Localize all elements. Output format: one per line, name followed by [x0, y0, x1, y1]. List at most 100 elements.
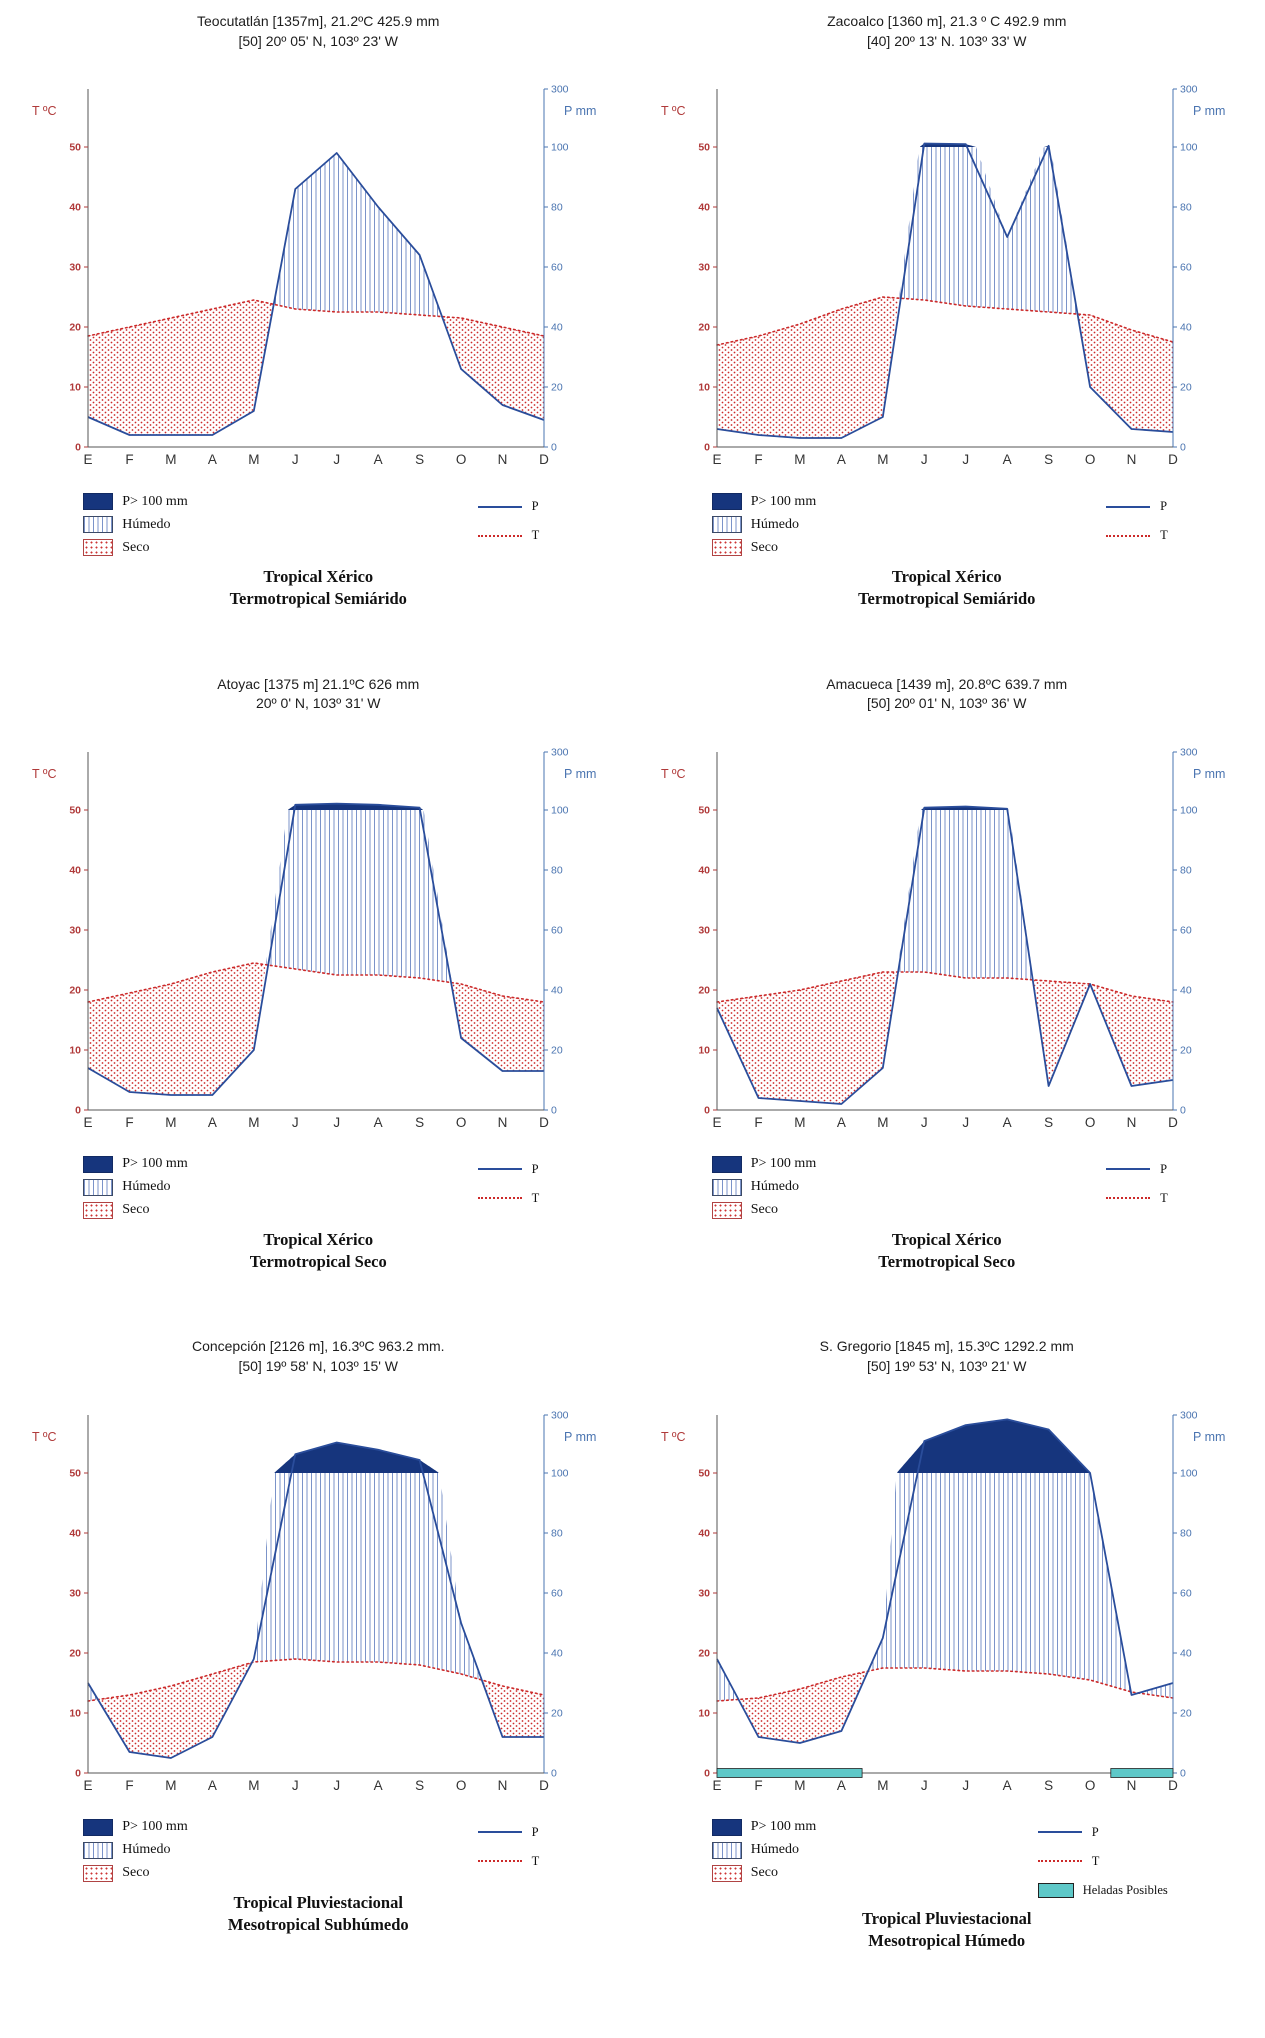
p100-swatch — [711, 493, 742, 511]
svg-text:100: 100 — [1180, 804, 1198, 816]
chart-legend: P> 100 mm Húmedo Seco P T — [83, 1818, 553, 1882]
svg-text:40: 40 — [551, 1647, 563, 1659]
svg-text:D: D — [1168, 452, 1178, 467]
svg-text:60: 60 — [1180, 924, 1192, 936]
title-line1: Teocutatlán [1357m], 21.2ºC 425.9 mm — [197, 13, 440, 29]
seco-swatch — [83, 1201, 114, 1219]
climograph-svg: 0 10 20 30 40 50 0 20 40 60 80 100 300 E F M A M J J A S O N D T … — [32, 84, 596, 468]
humedo-swatch — [83, 1841, 114, 1859]
svg-text:80: 80 — [1180, 864, 1192, 876]
svg-text:A: A — [208, 1778, 217, 1793]
svg-text:T ºC: T ºC — [661, 104, 685, 118]
svg-text:N: N — [1126, 1778, 1136, 1793]
svg-text:F: F — [126, 1778, 134, 1793]
p100-swatch — [711, 1155, 742, 1173]
svg-text:20: 20 — [1180, 1707, 1192, 1719]
chart-legend: P> 100 mm Húmedo Seco P T Heladas Posibl… — [711, 1818, 1182, 1898]
title-line2: [50] 20º 05' N, 103º 23' W — [238, 32, 399, 49]
classification-line1: Tropical Xérico — [891, 1229, 1002, 1249]
svg-text:J: J — [292, 452, 299, 467]
legend-item-t: T — [1106, 528, 1168, 543]
svg-text:A: A — [1002, 1778, 1011, 1793]
legend-item-humedo: Húmedo — [711, 1841, 816, 1859]
svg-text:O: O — [1085, 1778, 1096, 1793]
svg-text:0: 0 — [704, 442, 710, 454]
legend-item-t: T — [477, 1853, 540, 1869]
legend-lines: P T — [477, 1162, 554, 1219]
svg-text:F: F — [126, 452, 134, 467]
svg-text:F: F — [754, 452, 762, 467]
chart-title: Atoyac [1375 m] 21.1ºC 626 mm 20º 0' N, … — [217, 675, 419, 714]
legend-item-seco: Seco — [711, 1201, 816, 1219]
legend-item-seco: Seco — [711, 539, 816, 557]
svg-text:N: N — [1126, 1115, 1136, 1130]
svg-text:P mm: P mm — [564, 1430, 596, 1444]
climograph-panel-zacoalco: Zacoalco [1360 m], 21.3 º C 492.9 mm [40… — [633, 12, 1262, 611]
climate-classification: Tropical Xérico Termotropical Seco — [250, 1229, 387, 1274]
svg-text:300: 300 — [551, 746, 569, 758]
legend-item-p100: P> 100 mm — [83, 1155, 188, 1173]
legend-label-t: T — [531, 1853, 540, 1868]
svg-text:60: 60 — [551, 262, 563, 274]
svg-text:0: 0 — [1180, 1104, 1186, 1116]
svg-text:300: 300 — [1180, 746, 1198, 758]
svg-text:O: O — [1085, 1115, 1096, 1130]
svg-text:M: M — [248, 452, 259, 467]
legend-item-p: P — [1106, 1162, 1168, 1177]
svg-text:N: N — [1126, 452, 1136, 467]
p100-swatch — [711, 1818, 742, 1836]
climograph-svg: 0 10 20 30 40 50 0 20 40 60 80 100 300 E F M A M J J A S O N D T … — [661, 1409, 1225, 1793]
svg-text:0: 0 — [551, 442, 557, 454]
legend-item-p100: P> 100 mm — [711, 493, 817, 511]
svg-text:0: 0 — [75, 442, 81, 454]
svg-text:N: N — [498, 1115, 508, 1130]
title-line1: Atoyac [1375 m] 21.1ºC 626 mm — [217, 675, 420, 692]
legend-label-p100: P> 100 mm — [750, 1819, 817, 1835]
svg-text:M: M — [794, 452, 805, 467]
humedo-swatch — [83, 1178, 114, 1196]
chart-title: Concepción [2126 m], 16.3ºC 963.2 mm. [5… — [192, 1337, 445, 1376]
legend-label-seco: Seco — [122, 1202, 150, 1218]
svg-text:20: 20 — [551, 382, 563, 394]
svg-text:10: 10 — [698, 1707, 710, 1719]
legend-label-heladas: Heladas Posibles — [1082, 1882, 1168, 1897]
legend-label-p100: P> 100 mm — [122, 493, 188, 509]
svg-text:P mm: P mm — [1193, 1430, 1225, 1444]
legend-label-p100: P> 100 mm — [122, 1819, 188, 1835]
legend-item-p: P — [477, 499, 540, 514]
svg-text:60: 60 — [551, 1587, 563, 1599]
legend-label-p100: P> 100 mm — [750, 1156, 817, 1172]
climograph-chart: 0 10 20 30 40 50 0 20 40 60 80 100 300 E F M A M J J A S O N D T … — [655, 714, 1239, 1152]
svg-text:A: A — [374, 1115, 383, 1130]
svg-text:10: 10 — [70, 1044, 82, 1056]
legend-item-humedo: Húmedo — [711, 1178, 816, 1196]
svg-text:80: 80 — [1180, 202, 1192, 214]
p-line-sample — [477, 1831, 522, 1834]
legend-label-humedo: Húmedo — [122, 1179, 171, 1195]
t-line-sample — [477, 1860, 522, 1863]
legend-label-p100: P> 100 mm — [750, 493, 817, 509]
svg-text:20: 20 — [70, 1647, 82, 1659]
climate-classification: Tropical Xérico Termotropical Semiárido — [858, 566, 1035, 611]
climograph-panel-atoyac: Atoyac [1375 m] 21.1ºC 626 mm 20º 0' N, … — [4, 675, 633, 1274]
chart-title: Teocutatlán [1357m], 21.2ºC 425.9 mm [50… — [197, 12, 439, 51]
title-line2: [50] 20º 01' N, 103º 36' W — [866, 695, 1027, 712]
legend-item-t: T — [477, 1191, 539, 1206]
svg-text:T ºC: T ºC — [661, 767, 685, 781]
svg-text:0: 0 — [551, 1767, 557, 1779]
svg-text:100: 100 — [1180, 142, 1198, 154]
svg-text:M: M — [248, 1778, 259, 1793]
humedo-swatch — [83, 516, 114, 534]
svg-text:N: N — [498, 452, 508, 467]
svg-text:0: 0 — [704, 1767, 710, 1779]
svg-text:M: M — [877, 452, 888, 467]
svg-text:T ºC: T ºC — [32, 767, 56, 781]
svg-text:E: E — [84, 452, 93, 467]
seco-swatch — [711, 1201, 742, 1219]
svg-text:M: M — [166, 1778, 177, 1793]
p100-swatch — [83, 493, 114, 511]
svg-text:300: 300 — [551, 1409, 569, 1421]
seco-swatch — [83, 539, 114, 557]
svg-text:O: O — [1085, 452, 1096, 467]
legend-item-p: P — [477, 1162, 540, 1177]
